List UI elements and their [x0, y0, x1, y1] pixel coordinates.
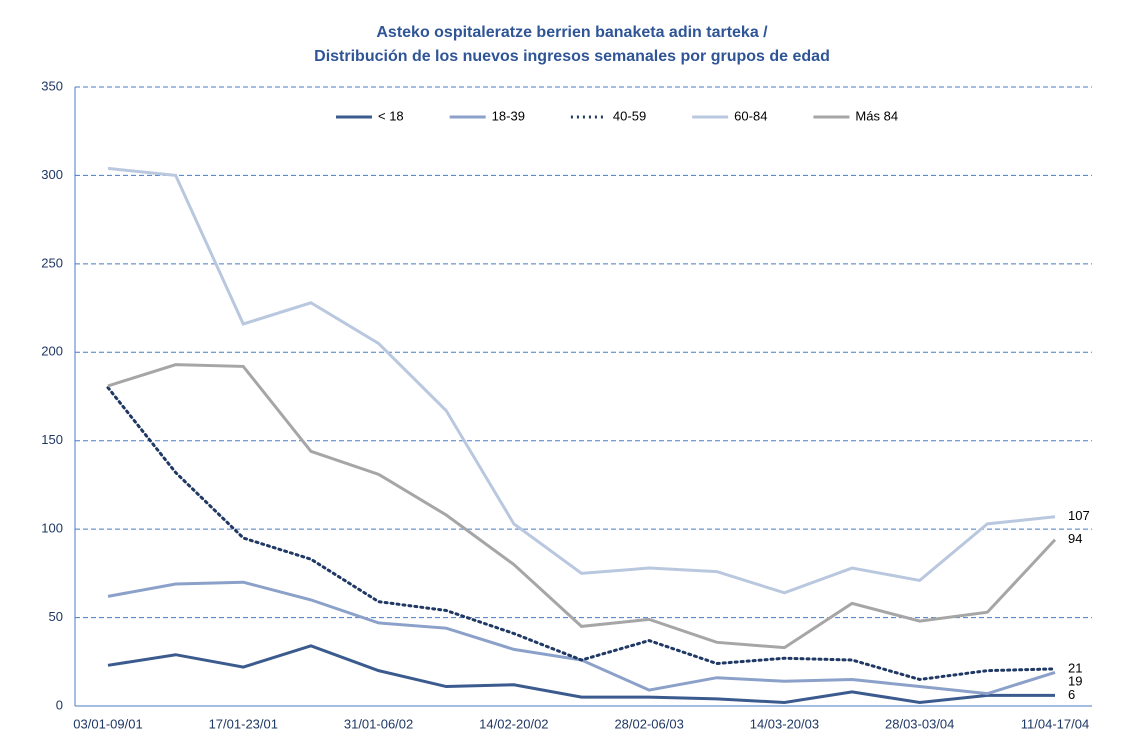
- data-label: 19: [1068, 673, 1082, 688]
- data-label: 94: [1068, 531, 1082, 546]
- chart-title: Distribución de los nuevos ingresos sema…: [314, 48, 830, 65]
- y-tick-label: 350: [41, 78, 63, 93]
- series-line: [106, 386, 1057, 681]
- series-line: [107, 644, 1055, 704]
- legend-label: 60-84: [734, 108, 767, 123]
- y-tick-label: 300: [41, 167, 63, 182]
- x-tick-label: 31/01-06/02: [344, 716, 413, 731]
- y-tick-label: 100: [41, 521, 63, 536]
- x-tick-label: 28/03-03/04: [885, 716, 954, 731]
- y-tick-label: 200: [41, 344, 63, 359]
- data-label: 107: [1068, 508, 1090, 523]
- x-tick-label: 28/02-06/03: [614, 716, 683, 731]
- x-tick-label: 03/01-09/01: [73, 716, 142, 731]
- data-label: 21: [1068, 660, 1082, 675]
- y-tick-label: 50: [49, 609, 63, 624]
- x-tick-label: 14/02-20/02: [479, 716, 548, 731]
- series-line: [107, 363, 1057, 650]
- series-line: [107, 166, 1056, 595]
- x-tick-label: 14/03-20/03: [750, 716, 819, 731]
- y-tick-label: 0: [56, 697, 63, 712]
- chart-title: Asteko ospitaleratze berrien banaketa ad…: [376, 24, 768, 41]
- legend-label: < 18: [378, 108, 404, 123]
- legend-label: 40-59: [613, 108, 646, 123]
- y-tick-label: 150: [41, 432, 63, 447]
- data-label: 6: [1068, 687, 1075, 702]
- x-tick-label: 17/01-23/01: [209, 716, 278, 731]
- y-tick-label: 250: [41, 255, 63, 270]
- legend-label: 18-39: [492, 108, 525, 123]
- legend-label: Más 84: [855, 108, 898, 123]
- x-tick-label: 11/04-17/04: [1021, 716, 1089, 731]
